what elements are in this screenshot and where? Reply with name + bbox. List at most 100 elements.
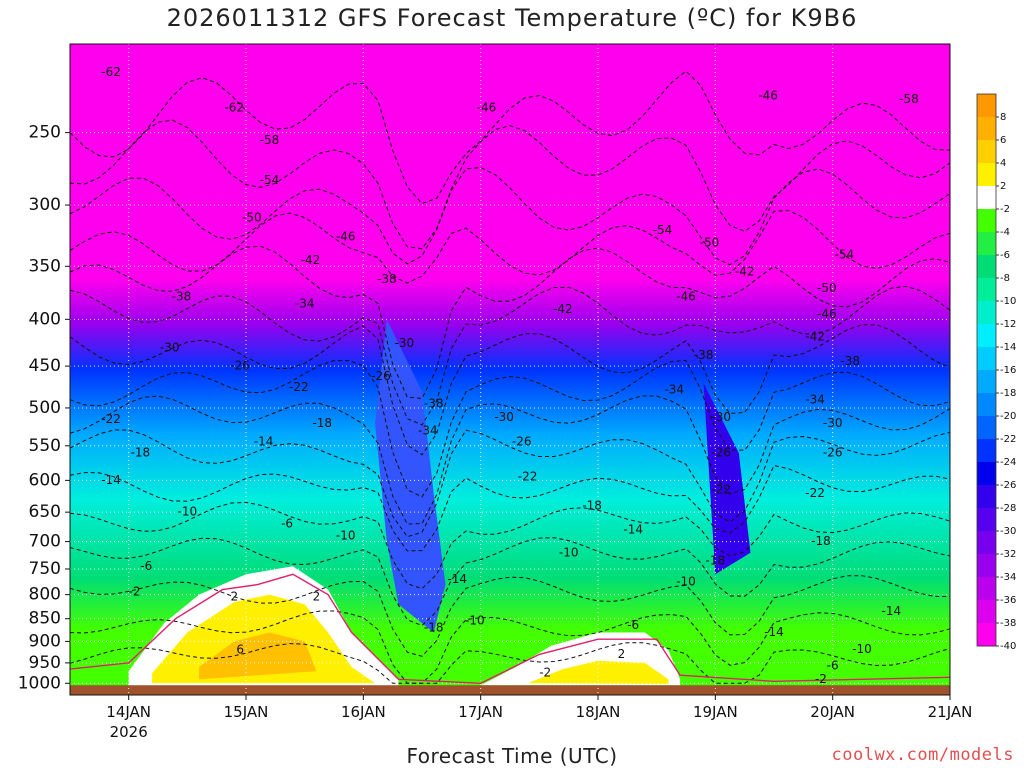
- y-tick-label-600: 600: [29, 470, 61, 490]
- colorbar-swatch-19: [977, 531, 996, 555]
- contour-label-19: -10: [336, 528, 356, 542]
- x-tick-sublabel: 2026: [110, 723, 148, 741]
- colorbar-label-7: -8: [1000, 273, 1010, 284]
- cold-intrusion-2: [703, 383, 751, 575]
- x-tick-label-20JAN: 20JAN: [810, 703, 855, 721]
- colorbar: 8 6 4 2 -2 -4 -6 -8 -10 -12 -14 -16 -18 -20 -22 -24 -26 -…: [976, 93, 1016, 652]
- contour-label-1: -62: [224, 101, 244, 115]
- colorbar-label-3: 2: [1000, 181, 1006, 192]
- isotherm-6: [69, 324, 951, 456]
- contour-label-14: -14: [101, 473, 121, 487]
- contour-label-7: -38: [172, 289, 192, 303]
- colorbar-label-2: 4: [1000, 158, 1006, 169]
- contour-label-52: -18: [706, 553, 726, 567]
- contour-label-69: -6: [827, 659, 839, 673]
- colorbar-label-4: -2: [1000, 204, 1010, 215]
- contour-label-55: -46: [758, 89, 778, 103]
- isotherm-15: [69, 642, 951, 684]
- colorbar-label-0: 8: [1000, 112, 1006, 123]
- contour-label-38: -18: [582, 498, 602, 512]
- colorbar-label-22: -38: [1000, 618, 1016, 629]
- credit-link[interactable]: coolwx.com/models: [831, 745, 1014, 765]
- isotherm-9: [69, 429, 951, 538]
- isotherm-10: [69, 464, 951, 552]
- contour-label-30: -14: [447, 572, 467, 586]
- field-gradient: [70, 44, 950, 695]
- colorbar-swatch-17: [977, 485, 996, 509]
- contour-label-29: -34: [418, 424, 438, 438]
- y-tick-label-1000: 1000: [18, 673, 61, 693]
- y-tick-label-400: 400: [29, 309, 61, 329]
- colorbar-label-23: -40: [1000, 641, 1016, 652]
- colorbar-label-15: -24: [1000, 457, 1016, 468]
- contour-label-2: -58: [260, 133, 280, 147]
- contour-label-45: -50: [700, 235, 720, 249]
- contour-labels: -62-62-58-54-50-46-42-38-34-30-26-22-22-…: [101, 65, 918, 686]
- temperature-field: [70, 44, 950, 695]
- isotherm-11: [69, 501, 951, 590]
- y-tick-label-550: 550: [29, 436, 61, 456]
- contour-label-31: -18: [424, 620, 444, 634]
- contour-label-8: -34: [295, 297, 315, 311]
- y-tick-label-950: 950: [29, 653, 61, 673]
- contour-label-46: -46: [676, 289, 696, 303]
- contour-label-5: -46: [336, 229, 356, 243]
- colorbar-swatch-1: [977, 117, 996, 141]
- colorbar-swatch-15: [977, 439, 996, 463]
- x-tick-label-18JAN: 18JAN: [576, 703, 621, 721]
- contour-label-21: -2: [129, 585, 141, 599]
- contour-label-49: -30: [711, 410, 731, 424]
- isotherm-14: [69, 610, 951, 684]
- y-tick-label-900: 900: [29, 631, 61, 651]
- contour-label-16: -18: [312, 416, 332, 430]
- contour-label-20: -6: [140, 559, 152, 573]
- contour-label-42: 2: [618, 647, 626, 661]
- colorbar-swatch-5: [977, 209, 996, 233]
- colorbar-swatch-16: [977, 462, 996, 486]
- contour-label-4: -50: [242, 211, 262, 225]
- contour-label-47: -38: [694, 348, 714, 362]
- colorbar-swatch-23: [977, 623, 996, 647]
- colorbar-label-18: -30: [1000, 526, 1016, 537]
- colorbar-label-21: -36: [1000, 595, 1016, 606]
- contour-label-22: 2: [230, 590, 238, 604]
- contour-label-50: -26: [711, 445, 731, 459]
- colorbar-swatch-18: [977, 508, 996, 532]
- y-tick-label-450: 450: [29, 356, 61, 376]
- colorbar-swatch-14: [977, 416, 996, 440]
- colorbar-swatch-3: [977, 163, 996, 187]
- colorbar-swatch-2: [977, 140, 996, 164]
- contour-label-37: -42: [553, 302, 573, 316]
- colorbar-swatch-12: [977, 370, 996, 394]
- y-tick-label-650: 650: [29, 502, 61, 522]
- contour-label-66: -18: [811, 534, 831, 548]
- contour-label-41: -6: [627, 618, 639, 632]
- contour-label-65: -22: [805, 486, 825, 500]
- contour-label-27: -26: [371, 369, 391, 383]
- contour-label-54: -14: [764, 625, 784, 639]
- contour-label-9: -30: [160, 341, 180, 355]
- contour-label-13: -18: [131, 445, 151, 459]
- contour-label-36: -22: [518, 470, 538, 484]
- contour-label-25: -38: [377, 272, 397, 286]
- colorbar-swatch-4: [977, 186, 996, 210]
- cold-intrusion-1: [375, 319, 446, 633]
- colorbar-swatch-8: [977, 278, 996, 302]
- isotherm-8: [69, 395, 951, 525]
- x-tick-label-14JAN: 14JAN: [106, 703, 151, 721]
- x-tick-label-15JAN: 15JAN: [224, 703, 269, 721]
- contour-label-56: -42: [735, 264, 755, 278]
- contour-label-11: -22: [289, 380, 309, 394]
- contour-label-32: -10: [465, 614, 485, 628]
- contour-label-33: -46: [477, 101, 497, 115]
- x-axis-label: Forecast Time (UTC): [406, 744, 618, 768]
- colorbar-label-16: -26: [1000, 480, 1016, 491]
- y-tick-label-300: 300: [29, 195, 61, 215]
- contour-label-51: -22: [711, 483, 731, 497]
- colorbar-label-17: -28: [1000, 503, 1016, 514]
- contour-label-23: 2: [313, 590, 321, 604]
- colorbar-label-20: -34: [1000, 572, 1016, 583]
- contour-label-44: -54: [653, 223, 673, 237]
- colorbar-label-9: -12: [1000, 319, 1016, 330]
- contour-label-39: -14: [623, 523, 643, 537]
